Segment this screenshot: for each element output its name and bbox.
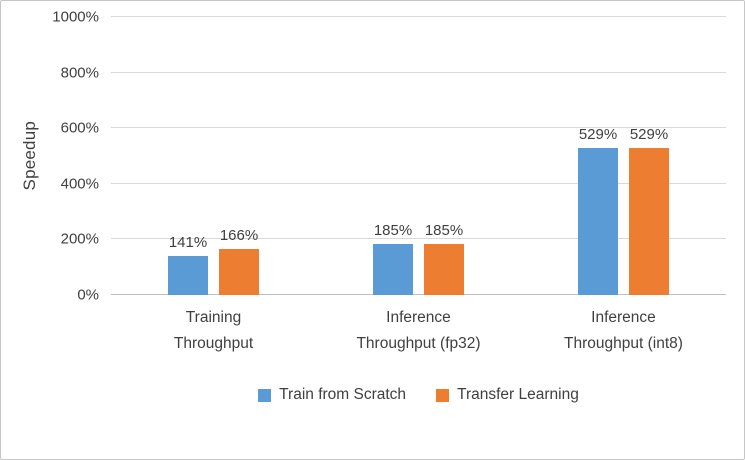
bar-wrapper: 529% — [578, 17, 618, 295]
legend-swatch-icon — [436, 388, 450, 402]
y-tick-label: 400% — [60, 175, 99, 193]
bar-data-label: 166% — [219, 226, 259, 244]
bar-data-label: 185% — [424, 221, 464, 239]
bar-group: 529% 529% — [521, 17, 726, 295]
legend-label: Train from Scratch — [279, 386, 407, 404]
x-category-label: Inference Throughput (fp32) — [356, 309, 481, 352]
gridline — [111, 127, 726, 129]
bar-wrapper: 166% — [219, 17, 259, 295]
gridline — [111, 16, 726, 17]
y-tick-label: 800% — [60, 64, 99, 82]
bar-group: 185% 185% — [316, 17, 521, 295]
y-axis-ticks: 0% 200% 400% 600% 800% 1000% — [47, 9, 111, 304]
y-tick-label: 200% — [60, 230, 99, 248]
bar-chart: Speedup 0% 200% 400% 600% 800% 1000% 141% 166%… — [13, 9, 726, 404]
bar-wrapper: 141% — [168, 17, 208, 295]
x-axis-line — [111, 294, 726, 295]
bar — [168, 255, 208, 295]
bar-wrapper: 529% — [629, 17, 669, 295]
legend: Train from Scratch Transfer Learning — [111, 386, 726, 404]
plot-area: 141% 166% 185% 185% 529% 529% — [111, 16, 726, 295]
bar — [373, 243, 413, 295]
bar-group: 141% 166% — [111, 17, 316, 295]
gridline — [111, 71, 726, 73]
y-tick-label: 1000% — [52, 8, 99, 26]
bar-wrapper: 185% — [373, 17, 413, 295]
bar — [629, 147, 669, 295]
x-axis-labels: Training Throughput Inference Throughput … — [111, 305, 726, 356]
bar-groups: 141% 166% 185% 185% 529% 529% — [111, 17, 726, 295]
y-axis-title: Speedup — [20, 121, 39, 191]
legend-label: Transfer Learning — [457, 386, 579, 404]
gridline — [111, 182, 726, 184]
bar-data-label: 529% — [629, 125, 669, 143]
legend-swatch-icon — [258, 388, 272, 402]
bar-data-label: 141% — [168, 233, 208, 251]
y-tick-label: 600% — [60, 119, 99, 137]
y-tick-label: 0% — [77, 286, 99, 304]
legend-item: Train from Scratch — [258, 386, 406, 404]
x-category-label: Inference Throughput (int8) — [564, 309, 683, 352]
bar-data-label: 185% — [373, 221, 413, 239]
plot-column: 141% 166% 185% 185% 529% 529% Training Throug… — [111, 16, 726, 404]
x-category-label: Training Throughput — [173, 309, 254, 352]
legend-item: Transfer Learning — [436, 386, 579, 404]
bar — [219, 248, 259, 295]
y-axis-title-column: Speedup — [13, 17, 47, 295]
bar — [578, 147, 618, 295]
bar — [424, 243, 464, 295]
bar-data-label: 529% — [578, 125, 618, 143]
bar-wrapper: 185% — [424, 17, 464, 295]
gridline — [111, 238, 726, 240]
